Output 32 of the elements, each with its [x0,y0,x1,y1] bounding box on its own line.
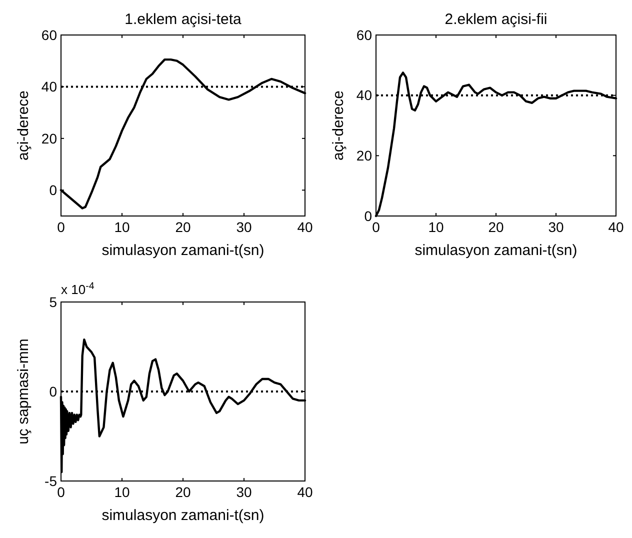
x-tick-label: 40 [608,219,624,235]
y-tick-label: 60 [41,26,58,43]
x-tick-label: 10 [114,219,130,235]
x-axis-title: simulasyon zamani-t(sn) [102,507,264,524]
y-tick-label: 60 [356,26,372,43]
x-tick-label: 10 [114,484,130,500]
x-tick-label: 30 [236,219,252,235]
x-tick-label: 40 [297,219,313,235]
y-tick-label: -5 [44,472,58,489]
x-tick-label: 10 [428,219,444,235]
x-tick-label: 20 [175,219,191,235]
x-tick-label: 20 [175,484,191,500]
y-tick-label: 20 [356,148,372,164]
x-tick-label: 20 [488,219,504,235]
x-tick-label: 30 [548,219,564,235]
y-tick-label: 0 [364,208,372,224]
y-axis-title: uç sapmasi-mm [15,338,32,444]
x-axis-title: simulasyon zamani-t(sn) [102,242,264,259]
y-tick-label: 20 [41,130,58,146]
y-tick-label: 0 [49,182,58,198]
y-tick-label: 0 [49,383,58,400]
x-tick-label: 30 [236,484,252,500]
chart-title: 1.eklem açisi-teta [124,11,242,28]
y-tick-label: 5 [49,294,58,310]
y-tick-label: 40 [356,87,372,104]
y-axis-title: açi-derece [330,90,347,161]
x-tick-label: 40 [297,484,313,500]
chart-title: 2.eklem açisi-fii [444,11,548,28]
text: x 10$^{-4}$ [61,280,95,297]
x-axis-title: simulasyon zamani-t(sn) [414,242,578,259]
y-axis-title: açi-derece [15,90,32,161]
y-tick-label: 40 [41,78,58,95]
